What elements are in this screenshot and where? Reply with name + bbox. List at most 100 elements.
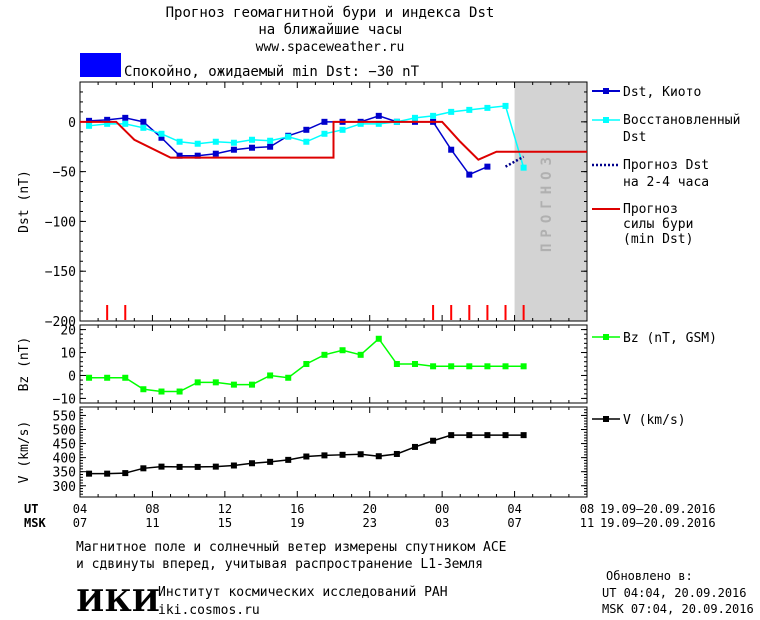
series-point [321, 452, 328, 459]
series-point [466, 171, 473, 178]
series-point [176, 388, 183, 395]
panel-frame-dst [79, 81, 588, 322]
series-line [89, 115, 488, 176]
legend-forecast-storm-3: (min Dst) [623, 232, 693, 247]
series-point [466, 363, 473, 370]
status-text: Спокойно, ожидаемый min Dst: −30 nT [124, 64, 420, 80]
series-point [357, 351, 364, 358]
updated-msk: MSK 07:04, 20.09.2016 [602, 602, 754, 616]
y-tick-label: −200 [45, 315, 76, 330]
series-point [212, 138, 219, 145]
ut-date-range: 19.09–20.09.2016 [600, 502, 716, 516]
series-point [86, 122, 93, 129]
series-point [321, 351, 328, 358]
y-tick-label: 20 [60, 324, 76, 339]
msk-tick-label: 07 [507, 516, 521, 530]
series-point [430, 112, 437, 119]
y-tick-label: −150 [45, 265, 76, 280]
y-tick-label: 0 [68, 116, 76, 131]
series-point [375, 335, 382, 342]
msk-tick-label: 15 [218, 516, 232, 530]
legend-reconstructed-2: Dst [623, 130, 646, 145]
series-point [466, 106, 473, 113]
ut-tick-label: 04 [507, 502, 521, 516]
status-color-swatch [80, 53, 121, 77]
ut-axis-label: UT [24, 502, 38, 516]
y-tick-label: 400 [53, 452, 76, 467]
series-line [504, 155, 525, 168]
y-tick-label: 10 [60, 347, 76, 362]
series-point [520, 363, 527, 370]
series-point [86, 470, 93, 477]
series-point [393, 361, 400, 367]
series-point [86, 374, 93, 381]
ut-tick-label: 16 [290, 502, 304, 516]
ut-tick-label: 08 [145, 502, 159, 516]
legend-v: V (km/s) [592, 413, 686, 428]
series-point [303, 453, 310, 460]
legend-bz: Bz (nT, GSM) [592, 331, 717, 346]
series-point [140, 118, 147, 125]
series-point [357, 451, 364, 458]
ut-tick-label: 20 [362, 502, 376, 516]
legend-dst: Dst, Киото Восстановленный Dst Прогноз D… [592, 85, 740, 247]
series-point [140, 465, 147, 472]
series-point [249, 144, 256, 151]
series-point [104, 470, 111, 477]
msk-date-range: 19.09–20.09.2016 [600, 516, 716, 530]
institute-site: iki.cosmos.ru [158, 603, 260, 618]
series-point [339, 347, 346, 354]
msk-tick-label: 03 [435, 516, 449, 530]
series-point [267, 137, 274, 144]
series-point [230, 139, 237, 146]
iki-logo: ИКИ [76, 584, 160, 619]
series-point [158, 463, 165, 470]
series-point [285, 456, 292, 463]
series-point [230, 462, 237, 469]
series-point [357, 120, 364, 127]
series-point [176, 138, 183, 145]
legend-v-label: V (km/s) [623, 413, 686, 428]
series-point [448, 146, 455, 153]
y-tick-label: 0 [68, 369, 76, 384]
series-point [122, 374, 129, 381]
y-tick-label: 550 [53, 409, 76, 424]
y-tick-label: −100 [45, 215, 76, 230]
series-point [267, 458, 274, 465]
source-url: www.spaceweather.ru [256, 40, 405, 55]
series-point [249, 381, 256, 388]
series-point [267, 143, 274, 150]
legend-forecast-dst-1: Прогноз Dst [623, 158, 709, 173]
legend-reconstructed-1: Восстановленный [623, 113, 740, 128]
series-point [502, 432, 509, 439]
msk-axis-label: MSK [24, 516, 46, 530]
series-point [411, 443, 418, 450]
panel-frame-v [79, 406, 588, 498]
msk-tick-label: 07 [73, 516, 87, 530]
series-point [448, 432, 455, 439]
institute-name: Институт космических исследований РАН [158, 585, 448, 600]
y-tick-label: −50 [53, 166, 76, 181]
series-point [249, 460, 256, 467]
y-tick-label: −10 [53, 392, 76, 407]
series-point [393, 450, 400, 457]
series-point [230, 381, 237, 388]
series-point [375, 112, 382, 119]
series-point [375, 120, 382, 127]
series-point [411, 114, 418, 121]
footer-note-1: Магнитное поле и солнечный ветер измерен… [76, 540, 506, 555]
legend-dst-kyoto: Dst, Киото [623, 85, 701, 100]
series-point [212, 463, 219, 470]
series-point [194, 140, 201, 147]
ut-tick-label: 12 [218, 502, 232, 516]
series-point [321, 130, 328, 137]
series-point [448, 363, 455, 370]
series-point [303, 126, 310, 133]
y-tick-label: 500 [53, 424, 76, 439]
series-point [448, 108, 455, 115]
series-point [466, 432, 473, 439]
series-point [520, 164, 527, 171]
footer-note-2: и сдвинуты вперед, учитывая распростране… [76, 557, 483, 572]
series-point [502, 102, 509, 109]
series-point [104, 120, 111, 127]
